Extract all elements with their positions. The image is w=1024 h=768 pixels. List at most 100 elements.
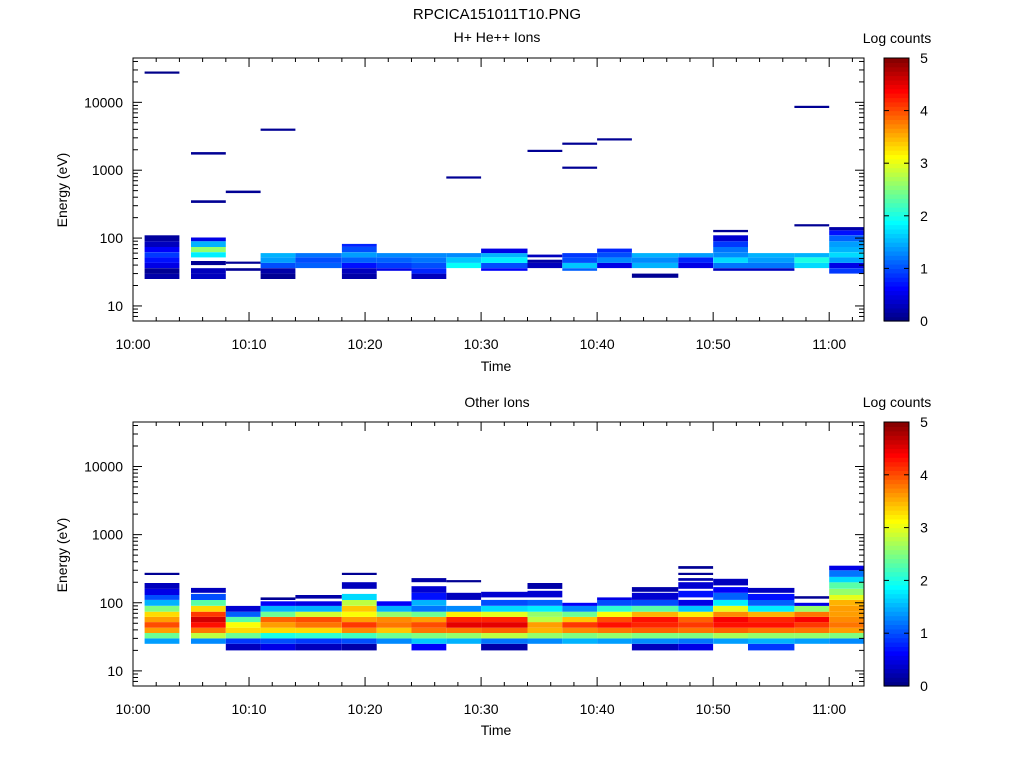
heatmap-cell (376, 627, 412, 633)
y-axis-ticks: 10 100 1000 10000 (84, 60, 864, 322)
heatmap-cell (829, 633, 864, 639)
y-tick-label: 10 (107, 663, 123, 679)
x-tick-label: 10:10 (232, 336, 267, 352)
heatmap-cell (144, 616, 180, 623)
figure-title: RPCICA151011T10.PNG (413, 6, 581, 23)
heatmap-cell (631, 643, 679, 651)
heatmap-cell (341, 616, 377, 623)
colorbar-swatch (884, 167, 909, 173)
colorbar-swatch (884, 426, 909, 432)
panel-title: Other Ions (464, 394, 529, 410)
heatmap-cell (829, 599, 864, 606)
heatmap-cell (713, 633, 748, 639)
colorbar-swatch (884, 580, 909, 586)
heatmap-cell (481, 605, 528, 612)
heatmap-cell (341, 262, 377, 269)
heatmap-cell (481, 599, 528, 606)
colorbar-swatch (884, 584, 909, 590)
heatmap-cell (713, 599, 748, 606)
heatmap-cell (295, 611, 342, 617)
colorbar-swatch (884, 171, 909, 177)
heatmap-cell (295, 633, 342, 639)
colorbar-swatch (884, 505, 909, 511)
heatmap-cell (260, 128, 296, 131)
colorbar-swatch (884, 316, 909, 322)
heatmap-cell (144, 622, 180, 628)
colorbar-swatch (884, 264, 909, 269)
colorbar-tick-label: 5 (920, 50, 928, 66)
heatmap-cell (411, 605, 447, 612)
y-axis-ticks: 10 100 1000 10000 (84, 424, 864, 687)
heatmap-cell (713, 627, 748, 633)
colorbar-swatch (884, 466, 909, 471)
heatmap-cell (597, 252, 632, 258)
heatmap-cell (829, 605, 864, 612)
colorbar-swatch (884, 593, 909, 599)
colorbar-swatch (884, 307, 909, 313)
heatmap-cell (481, 257, 528, 263)
colorbar-swatch (884, 620, 909, 625)
heatmap-cells (144, 565, 864, 651)
heatmap-cell (748, 268, 795, 271)
colorbar-swatch (884, 558, 909, 564)
heatmap-cell (446, 176, 482, 179)
heatmap-cell (678, 572, 714, 575)
x-tick-label: 10:00 (115, 336, 150, 352)
heatmap-cell (376, 622, 412, 628)
heatmap-cell (829, 582, 864, 589)
heatmap-cell (191, 261, 226, 266)
colorbar-swatch (884, 132, 909, 138)
heatmap-cell (748, 633, 795, 639)
heatmap-cell (411, 586, 447, 593)
x-tick-label: 10:20 (348, 336, 383, 352)
heatmap-cell (527, 590, 563, 598)
x-axis-label: Time (481, 358, 512, 374)
colorbar-swatch (884, 461, 909, 467)
heatmap-cell (341, 643, 377, 651)
colorbar-swatch (884, 79, 909, 85)
heatmap-cell (191, 627, 226, 633)
colorbar-swatch (884, 303, 909, 309)
heatmap-cell (631, 587, 679, 592)
heatmap-cell (260, 262, 296, 269)
colorbar-swatch (884, 158, 909, 164)
heatmap-cell (225, 622, 261, 628)
heatmap-cell (794, 262, 830, 269)
heatmap-cell (829, 565, 864, 571)
colorbar-tick-label: 4 (920, 103, 928, 119)
colorbar-swatch (884, 211, 909, 217)
x-tick-label: 10:00 (115, 701, 150, 717)
colorbar-tick-label: 0 (920, 678, 928, 694)
heatmap-cell (341, 633, 377, 639)
heatmap-cell (144, 262, 180, 269)
heatmap-cell (678, 253, 714, 258)
colorbar-frame (883, 421, 910, 687)
y-tick-label: 10000 (84, 94, 123, 110)
colorbar: 0 1 2 3 4 5 (883, 414, 928, 694)
heatmap-cell (678, 622, 714, 628)
colorbar-swatch (884, 628, 909, 634)
heatmap-cell (260, 601, 296, 606)
heatmap-cell (748, 587, 795, 593)
heatmap-cell (225, 190, 261, 194)
heatmap-cell (562, 253, 598, 258)
heatmap-cell (446, 611, 482, 617)
x-tick-label: 10:10 (232, 701, 267, 717)
y-tick-label: 1000 (92, 162, 123, 178)
heatmap-cell (411, 253, 447, 258)
heatmap-cell (713, 638, 748, 644)
heatmap-cell (411, 578, 447, 583)
heatmap-cell (562, 262, 598, 269)
heatmap-cell (191, 587, 226, 593)
colorbar-swatch (884, 88, 909, 94)
colorbar-swatch (884, 62, 909, 68)
heatmap-cell (225, 261, 261, 264)
heatmap-cell (829, 257, 864, 263)
colorbar-swatch (884, 110, 909, 116)
heatmap-cell (191, 599, 226, 606)
heatmap-cell (144, 252, 180, 258)
colorbar-swatch (884, 624, 909, 630)
heatmap-cell (341, 599, 377, 606)
heatmap-cell (748, 611, 795, 617)
colorbar-swatch (884, 518, 909, 524)
